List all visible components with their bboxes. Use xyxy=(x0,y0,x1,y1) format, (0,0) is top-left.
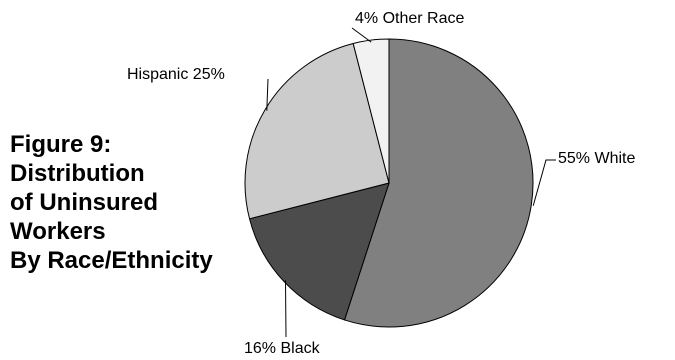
figure-title-line: Distribution xyxy=(10,160,145,187)
pie-slice-hispanic xyxy=(244,42,390,220)
pie-leader-lines xyxy=(266,27,556,338)
pie-labels: 55% White 16% Black Hispanic 25% 4% Othe… xyxy=(127,10,635,357)
figure-title-line: By Race/Ethnicity xyxy=(10,247,213,274)
slice-label-hispanic: Hispanic 25% xyxy=(127,66,225,83)
pie-slice-other-race xyxy=(352,38,390,184)
leader-line-black xyxy=(285,280,287,338)
figure-title-line: Workers xyxy=(10,218,106,245)
pie-slice-black xyxy=(248,182,390,321)
pie-slices xyxy=(244,38,534,328)
slice-label-black: 16% Black xyxy=(244,340,321,357)
figure-title-line: of Uninsured xyxy=(10,189,158,216)
figure-title: Figure 9: Distribution of Uninsured Work… xyxy=(10,130,213,275)
leader-line-hispanic xyxy=(266,78,269,111)
figure-title-line: Figure 9: xyxy=(10,131,112,158)
slice-label-white: 55% White xyxy=(558,150,635,167)
leader-line-other-race xyxy=(351,27,372,43)
leader-line-white xyxy=(532,159,556,206)
pie-slice-white xyxy=(343,38,534,328)
slice-label-other-race: 4% Other Race xyxy=(355,10,464,27)
